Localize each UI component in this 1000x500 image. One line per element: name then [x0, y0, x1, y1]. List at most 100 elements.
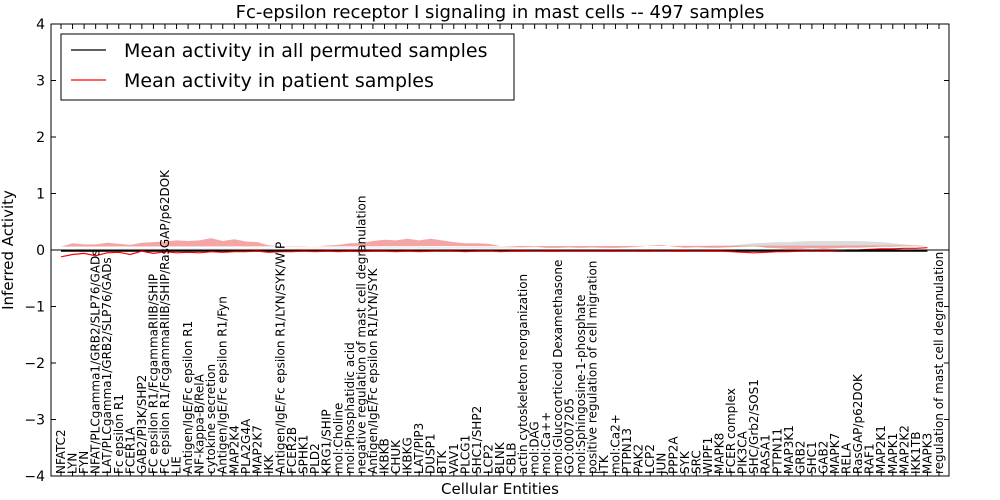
category-labels: NFATC2LYNFYNNFAT/PLCgamma1/GRB2/SLP76/GA…	[54, 169, 946, 475]
x-tick-label: PLD2	[308, 443, 322, 474]
x-tick-label: GRB2	[793, 440, 807, 474]
x-tick-label: FCER2B	[285, 427, 299, 474]
x-tick-label: MAP2K1	[874, 425, 888, 474]
x-tick-label: NF-kappa-B/RelA	[193, 373, 207, 474]
x-tick-label: MAP2K7	[250, 425, 264, 474]
x-tick-label: JUN	[655, 453, 669, 475]
x-tick-label: PIK3CA	[736, 430, 750, 474]
x-tick-label: mol:Choline	[331, 403, 345, 474]
x-tick-label: LCP2	[643, 444, 657, 474]
x-tick-label: cytokine secretion	[204, 364, 218, 474]
patient-mean-line	[60, 247, 928, 258]
x-tick-label: negative regulation of mast cell degranu…	[354, 195, 368, 474]
x-axis-label: Cellular Entities	[441, 480, 559, 498]
y-tick-label: 0	[36, 243, 45, 259]
x-tick-label: WIPF1	[701, 437, 715, 474]
x-tick-label: GO:0007205	[562, 398, 576, 474]
x-tick-label: MAP3K1	[782, 425, 796, 474]
x-tick-label: SHC1/SHP2	[470, 406, 484, 474]
x-tick-label: MAPK3	[920, 433, 934, 474]
x-tick-label: Antigen/IgE/Fc epsilon R1	[181, 321, 195, 474]
x-tick-label: PLCG1	[458, 435, 472, 474]
x-tick-label: SHC1	[805, 441, 819, 474]
x-tick-label: Fc epsilon R1	[112, 394, 126, 474]
x-tick-label: RELA	[840, 442, 854, 474]
y-tick-label: −2	[24, 356, 45, 372]
y-tick-label: 4	[36, 17, 45, 33]
x-tick-label: mol:Sphingosine-1-phosphate	[574, 295, 588, 475]
x-tick-label: LAT/PLCgamma1/GRB2/SLP76/GADs	[100, 257, 114, 474]
x-tick-label: LAT/PIP3	[412, 423, 426, 474]
y-tick-label: 1	[36, 187, 45, 203]
x-tick-label: VAV1	[447, 443, 461, 474]
y-axis-label: Inferred Activity	[0, 190, 17, 310]
x-tick-label: FYN	[77, 451, 91, 474]
x-tick-label: GAB2	[816, 441, 830, 474]
chart-title: Fc-epsilon receptor I signaling in mast …	[236, 2, 765, 23]
x-tick-label: SYK	[678, 450, 692, 474]
y-tick-label: −4	[24, 469, 45, 485]
x-tick-label: BLNK	[493, 441, 507, 474]
legend-label-patient: Mean activity in patient samples	[124, 70, 434, 92]
lines-layer	[60, 247, 928, 258]
x-tick-label: PTPN13	[620, 428, 634, 474]
bands-layer	[61, 238, 928, 249]
x-tick-label: NFAT/PLCgamma1/GRB2/SLP76/GADs	[89, 249, 103, 474]
legend-label-permuted: Mean activity in all permuted samples	[124, 40, 487, 62]
x-tick-label: BTK	[435, 449, 449, 474]
x-tick-label: FC epsilon R1/FcgammaRIIB/SHIP/RasGAP/p6…	[158, 169, 172, 474]
axes-layer: −4 −3 −2 −1 0 1 2 3 4	[24, 17, 950, 485]
x-tick-label: FCER complex	[724, 388, 738, 474]
x-tick-label: positive regulation of cell migration	[585, 261, 599, 474]
x-tick-label: mol:DAG	[528, 421, 542, 474]
x-tick-label: CBLB	[505, 442, 519, 474]
x-tick-label: ITK	[597, 454, 611, 474]
x-tick-label: RasGAP/p62DOK	[851, 373, 865, 474]
x-tick-label: GAB2/PI3K/SHP2	[135, 375, 149, 474]
x-tick-label: mol:Phosphatidic acid	[343, 342, 357, 474]
x-tick-label: SRC	[689, 450, 703, 474]
x-tick-label: PTPN11	[770, 428, 784, 474]
x-tick-label: actin cytoskeleton reorganization	[516, 274, 530, 474]
x-tick-label: FC epsilon R1/FcgammaRIIB/SHIP	[146, 274, 160, 474]
y-tick-label: 2	[36, 130, 45, 146]
x-tick-label: mol:Glucocorticoid Dexamethasone	[551, 260, 565, 474]
x-tick-label: FCER1A	[123, 426, 137, 474]
x-tick-label: MAP2K4	[227, 425, 241, 474]
x-tick-label: MAPK1	[886, 433, 900, 474]
x-tick-label: CHUK	[389, 439, 403, 474]
x-tick-label: LIE	[170, 456, 184, 474]
x-tick-label: DUSP1	[424, 433, 438, 474]
y-tick-label: −1	[24, 300, 45, 316]
x-tick-label: MAPK8	[713, 433, 727, 474]
x-tick-label: RAF1	[863, 443, 877, 474]
x-tick-label: MAPK7	[828, 433, 842, 474]
x-tick-label: Antigen/IgE/Fc epsilon R1/LYN/SYK	[366, 267, 380, 474]
x-tick-label: IKBKG	[401, 437, 415, 474]
x-tick-label: LCP2	[481, 444, 495, 474]
x-tick-label: mol:Ca2+	[609, 414, 623, 474]
x-tick-label: PAK2	[632, 444, 646, 474]
x-tick-label: LYN	[66, 453, 80, 474]
x-tick-label: NFATC2	[54, 429, 68, 474]
x-tick-label: regulation of mast cell degranulation	[932, 252, 946, 474]
x-tick-label: IKK	[262, 454, 276, 474]
x-tick-label: RASA1	[759, 434, 773, 474]
x-tick-label: Antigen/IgE/Fc epsilon R1/Fyn	[216, 296, 230, 474]
x-tick-label: IKK1TB	[909, 432, 923, 474]
x-tick-label: PPP2A	[666, 436, 680, 474]
x-tick-label: mol:Ca++	[539, 412, 553, 474]
y-tick-label: −3	[24, 413, 45, 429]
x-tick-label: KRG1/SHIP	[320, 409, 334, 474]
x-tick-label: SPHK1	[297, 435, 311, 474]
legend: Mean activity in all permuted samples Me…	[60, 33, 515, 101]
legend-box	[60, 33, 515, 101]
y-tick-label: 3	[36, 74, 45, 90]
x-tick-label: MAP2K2	[897, 425, 911, 474]
x-tick-label: SHC/Grb2/SOS1	[747, 379, 761, 474]
x-tick-label: PLA2G4A	[239, 418, 253, 474]
x-tick-label: Antigen/IgE/Fc epsilon R1/LYN/SYK/WIP	[274, 242, 288, 474]
x-tick-label: IKBKB	[377, 438, 391, 474]
patient-band	[61, 238, 928, 249]
